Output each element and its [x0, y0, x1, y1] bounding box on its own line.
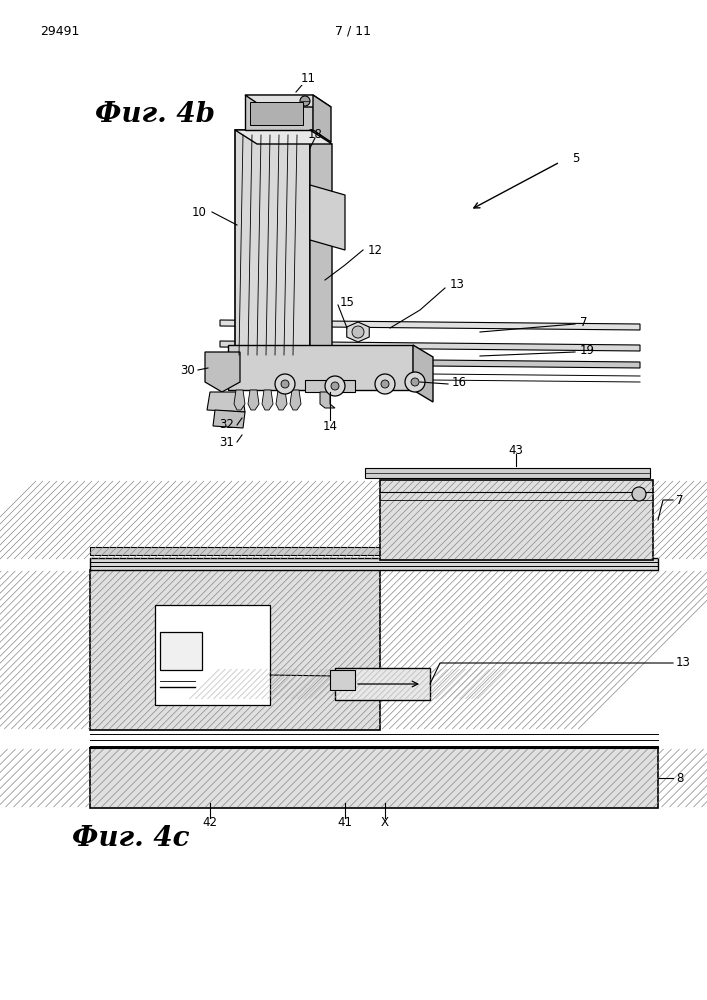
Polygon shape	[245, 95, 313, 130]
Circle shape	[632, 487, 646, 501]
Text: 29491: 29491	[40, 25, 79, 38]
Polygon shape	[207, 392, 245, 412]
Polygon shape	[313, 95, 331, 142]
Bar	[91, 749, 657, 807]
Text: 12: 12	[368, 243, 383, 256]
Text: 19: 19	[580, 344, 595, 357]
Polygon shape	[276, 390, 287, 410]
Polygon shape	[235, 130, 310, 360]
Bar	[335, 668, 430, 700]
Text: 18: 18	[308, 127, 322, 140]
Polygon shape	[205, 352, 240, 392]
Bar	[90, 748, 658, 808]
Polygon shape	[248, 390, 259, 410]
Text: X: X	[381, 816, 389, 830]
Polygon shape	[213, 410, 245, 428]
Circle shape	[281, 380, 289, 388]
Bar	[90, 558, 658, 570]
Bar	[91, 571, 379, 729]
Polygon shape	[235, 130, 332, 144]
Polygon shape	[330, 670, 355, 690]
Text: 32: 32	[219, 418, 234, 432]
Text: 15: 15	[340, 296, 355, 308]
Circle shape	[411, 378, 419, 386]
Polygon shape	[228, 345, 413, 390]
Text: 14: 14	[322, 420, 337, 433]
Text: 16: 16	[452, 375, 467, 388]
Text: 30: 30	[180, 363, 195, 376]
Text: 13: 13	[676, 656, 691, 670]
Polygon shape	[310, 185, 345, 250]
Polygon shape	[346, 322, 369, 342]
Text: Фиг. 4b: Фиг. 4b	[95, 102, 215, 128]
Polygon shape	[245, 95, 331, 107]
Bar	[305, 380, 355, 392]
Polygon shape	[290, 390, 301, 410]
Text: 5: 5	[572, 151, 579, 164]
Polygon shape	[234, 390, 245, 410]
Bar	[336, 669, 429, 699]
Polygon shape	[220, 320, 640, 330]
Text: 10: 10	[192, 206, 207, 219]
Bar	[250, 102, 303, 125]
Text: 7: 7	[676, 493, 684, 506]
Bar	[160, 632, 202, 670]
Bar	[155, 605, 270, 705]
Circle shape	[381, 380, 389, 388]
Polygon shape	[413, 345, 433, 402]
Text: 31: 31	[219, 436, 234, 448]
Text: 8: 8	[676, 772, 684, 784]
Text: 7: 7	[580, 316, 588, 328]
Circle shape	[300, 96, 310, 106]
Circle shape	[331, 382, 339, 390]
Text: Фиг. 4c: Фиг. 4c	[72, 824, 189, 852]
Polygon shape	[262, 390, 273, 410]
Polygon shape	[310, 130, 332, 372]
Text: 7 / 11: 7 / 11	[335, 25, 371, 38]
Text: 13: 13	[450, 278, 465, 292]
Bar	[365, 468, 650, 478]
Text: 43: 43	[508, 444, 523, 456]
Circle shape	[275, 374, 295, 394]
Bar	[380, 480, 653, 560]
Bar	[90, 547, 628, 555]
Text: 41: 41	[337, 816, 353, 830]
Text: 42: 42	[202, 816, 218, 830]
Circle shape	[375, 374, 395, 394]
Polygon shape	[220, 341, 640, 351]
Text: 11: 11	[300, 72, 315, 85]
Bar	[381, 481, 652, 559]
Bar	[90, 570, 380, 730]
Circle shape	[352, 326, 364, 338]
Polygon shape	[220, 358, 640, 368]
Circle shape	[325, 376, 345, 396]
Circle shape	[405, 372, 425, 392]
Polygon shape	[320, 392, 335, 408]
